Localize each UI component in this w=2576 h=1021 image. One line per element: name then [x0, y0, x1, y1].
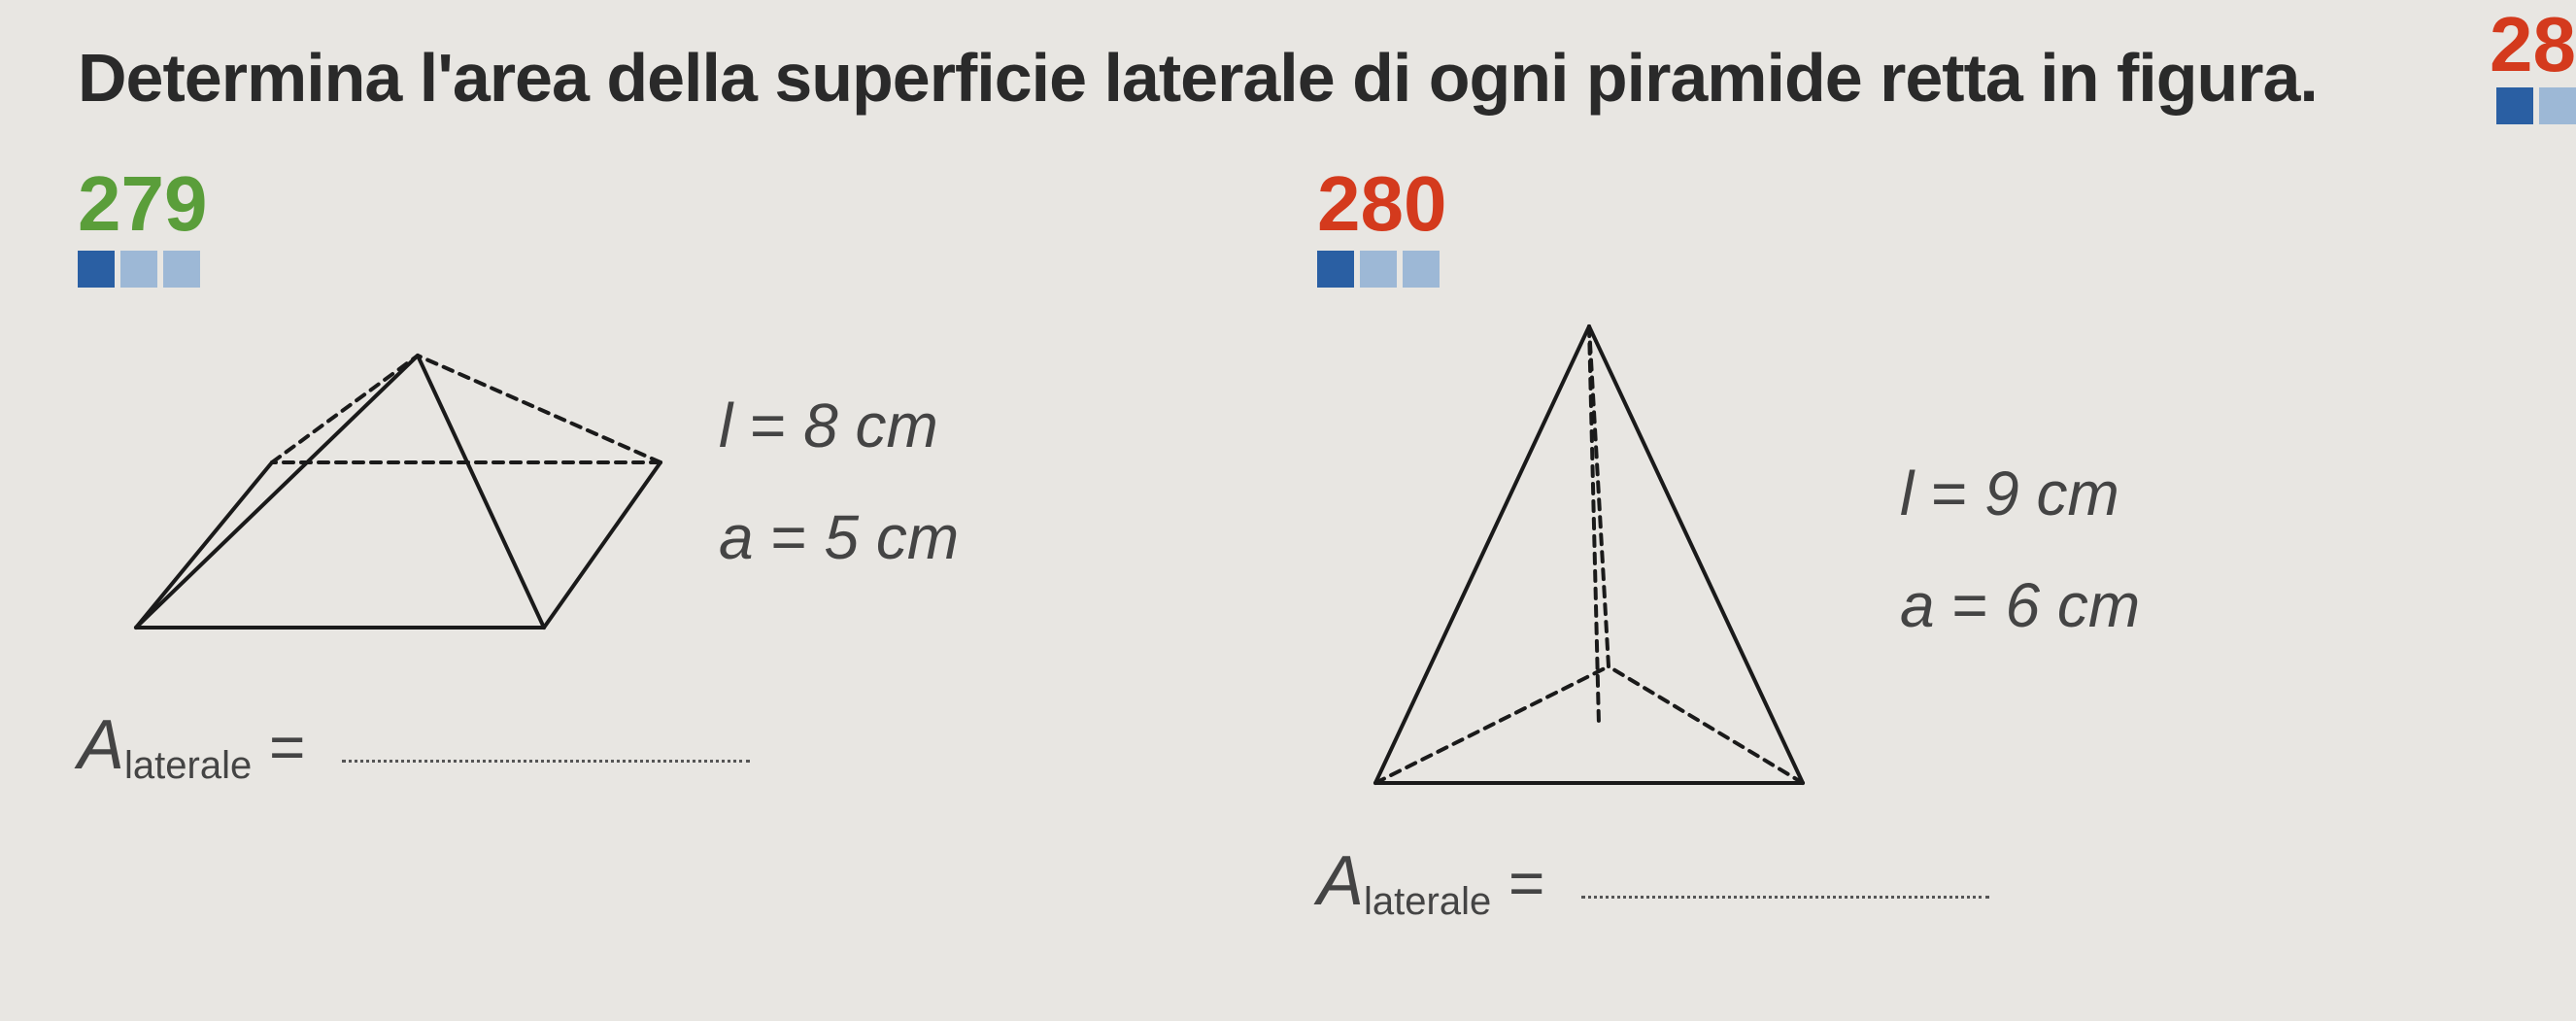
difficulty-indicator [78, 251, 1259, 288]
difficulty-square [2539, 87, 2576, 124]
param-a-value: 6 cm [2006, 570, 2141, 640]
parameters: l = 9 cm a = 6 cm [1900, 438, 2140, 662]
difficulty-square [1403, 251, 1440, 288]
param-l-value: 9 cm [1984, 459, 2119, 528]
equals-sign: = [252, 711, 322, 783]
problems-row: 279 l = 8 cm a = 5 cm Alaterale = 280 [78, 165, 2498, 921]
difficulty-square [1360, 251, 1397, 288]
edge-problem-number: 28 [2490, 0, 2576, 89]
answer-line: Alaterale = [1317, 841, 2498, 921]
answer-subscript: laterale [124, 744, 252, 788]
difficulty-square [2496, 87, 2533, 124]
page-title: Determina l'area della superficie latera… [78, 39, 2498, 117]
difficulty-square [1317, 251, 1354, 288]
pyramid-square-figure [78, 297, 680, 666]
param-a-value: 5 cm [825, 502, 960, 572]
edge-difficulty-indicator [2496, 87, 2576, 124]
problem-279: 279 l = 8 cm a = 5 cm Alaterale = [78, 165, 1259, 785]
answer-subscript: laterale [1364, 880, 1491, 924]
problem-number: 280 [1317, 165, 2498, 243]
pyramid-triangle-figure [1317, 297, 1861, 802]
difficulty-indicator [1317, 251, 2498, 288]
param-a-label: a [719, 502, 754, 572]
answer-symbol: A [78, 705, 124, 785]
difficulty-square [163, 251, 200, 288]
problem-number: 279 [78, 165, 1259, 243]
equals-sign: = [1491, 847, 1562, 919]
answer-symbol: A [1317, 841, 1364, 921]
param-l-value: 8 cm [803, 391, 938, 460]
difficulty-square [78, 251, 115, 288]
param-a-label: a [1900, 570, 1935, 640]
answer-blank [342, 760, 750, 763]
answer-line: Alaterale = [78, 705, 1259, 785]
difficulty-square [120, 251, 157, 288]
answer-blank [1581, 896, 1989, 899]
param-l-label: l [719, 391, 732, 460]
parameters: l = 8 cm a = 5 cm [719, 370, 959, 594]
problem-280: 280 l = 9 cm a = 6 cm Alaterale = [1317, 165, 2498, 921]
param-l-label: l [1900, 459, 1914, 528]
